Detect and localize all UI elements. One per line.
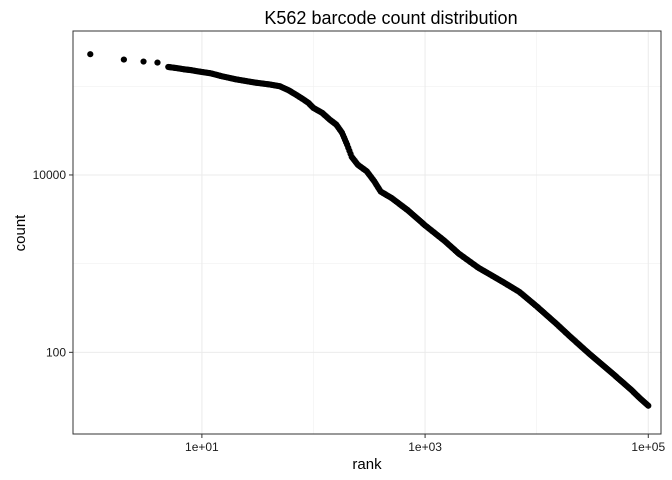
x-axis-ticks: 1e+01 1e+03 1e+05 <box>185 434 665 454</box>
x-tick-label: 1e+03 <box>408 440 442 454</box>
y-axis-ticks: 100 10000 <box>33 168 73 359</box>
grid <box>73 31 661 434</box>
plot-border <box>72 30 662 435</box>
data-points <box>87 51 652 409</box>
data-point <box>140 58 147 65</box>
x-tick-label: 1e+01 <box>185 440 219 454</box>
y-tick-label: 10000 <box>33 168 67 182</box>
chart-title: K562 barcode count distribution <box>264 8 517 28</box>
data-point <box>120 56 127 63</box>
data-point <box>154 59 161 66</box>
x-axis-label: rank <box>352 456 382 473</box>
y-tick-label: 100 <box>46 345 66 359</box>
data-point <box>87 51 94 58</box>
plot-background <box>73 31 661 434</box>
data-point <box>645 402 652 409</box>
x-tick-label: 1e+05 <box>631 440 665 454</box>
y-axis-label: count <box>12 214 29 252</box>
